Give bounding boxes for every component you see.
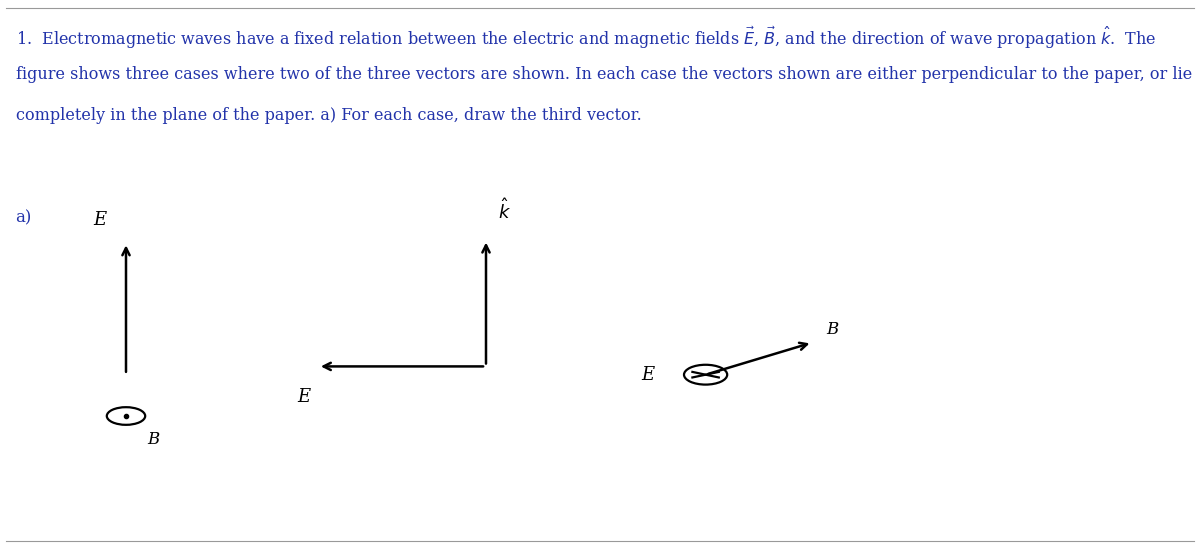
Text: completely in the plane of the paper. a) For each case, draw the third vector.: completely in the plane of the paper. a)… bbox=[16, 107, 641, 125]
Text: $\hat{k}$: $\hat{k}$ bbox=[498, 198, 511, 223]
Text: E: E bbox=[298, 388, 311, 407]
Text: B: B bbox=[827, 321, 839, 338]
Text: a): a) bbox=[16, 209, 32, 226]
Text: figure shows three cases where two of the three vectors are shown. In each case : figure shows three cases where two of th… bbox=[16, 66, 1192, 83]
Text: B: B bbox=[148, 431, 160, 448]
Text: 1.  Electromagnetic waves have a fixed relation between the electric and magneti: 1. Electromagnetic waves have a fixed re… bbox=[16, 25, 1156, 51]
Text: E: E bbox=[94, 210, 107, 229]
Text: E: E bbox=[641, 366, 654, 383]
